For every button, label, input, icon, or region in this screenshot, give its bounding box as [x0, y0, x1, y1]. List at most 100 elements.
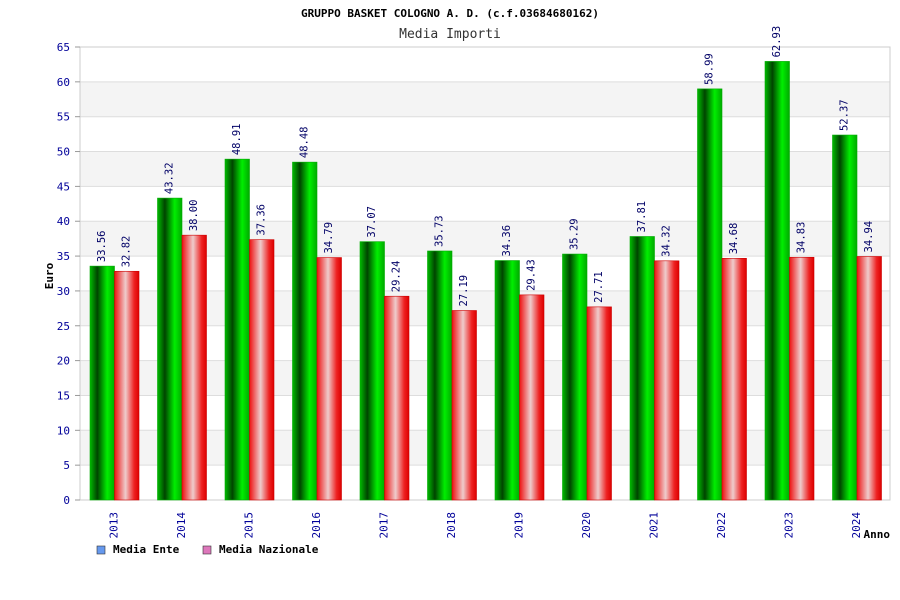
- value-label: 48.91: [231, 124, 243, 156]
- y-tick-label: 50: [57, 146, 70, 159]
- bar-media-nazionale-2022: [721, 258, 747, 501]
- legend-label-media-ente: Media Ente: [113, 543, 180, 556]
- value-label: 33.56: [96, 231, 108, 263]
- grid-band: [80, 325, 890, 361]
- x-axis-ticks: 2013 2014 2015 2016 2017 2018 2019 2020 2021 2022…: [108, 512, 864, 539]
- value-label: 32.82: [121, 236, 133, 268]
- value-label: 58.99: [704, 53, 716, 85]
- y-tick-label: 25: [57, 320, 70, 333]
- x-tick-label: 2016: [310, 512, 323, 539]
- grid-band: [80, 186, 890, 222]
- grid-band: [80, 465, 890, 500]
- bar-media-ente-2023: [764, 61, 790, 501]
- grid-band: [80, 430, 890, 466]
- grid-band: [80, 81, 890, 117]
- bar-media-ente-2013: [89, 265, 115, 501]
- x-tick-label: 2019: [513, 512, 526, 539]
- bar-media-nazionale-2020: [586, 306, 612, 501]
- legend-swatch-media-nazionale: [202, 545, 212, 555]
- y-tick-label: 60: [57, 76, 70, 89]
- y-tick-label: 10: [57, 424, 70, 437]
- bar-media-ente-2024: [832, 134, 858, 501]
- y-tick-label: 45: [57, 180, 70, 193]
- x-tick-label: 2021: [648, 512, 661, 539]
- bars: [89, 61, 882, 501]
- bar-media-ente-2015: [224, 158, 250, 501]
- grid-band: [80, 116, 890, 152]
- value-label: 34.36: [501, 225, 513, 257]
- value-label: 48.48: [299, 127, 311, 159]
- bar-media-nazionale-2019: [519, 294, 545, 501]
- bar-media-ente-2016: [292, 161, 318, 501]
- value-labels: 33.56 32.82 43.32 38.00 48.91 37.36 48.48 34.79…: [96, 26, 875, 307]
- legend-swatch-media-ente: [96, 545, 106, 555]
- x-tick-label: 2022: [715, 512, 728, 539]
- value-label: 34.79: [323, 222, 335, 254]
- value-label: 35.29: [569, 218, 581, 250]
- bar-media-nazionale-2023: [789, 256, 815, 501]
- value-label: 52.37: [839, 99, 851, 131]
- grid-band: [80, 395, 890, 431]
- bar-media-ente-2019: [494, 260, 520, 501]
- x-tick-label: 2017: [378, 512, 391, 539]
- x-tick-label: 2020: [580, 512, 593, 539]
- chart-subtitle: Media Importi: [399, 27, 501, 42]
- y-tick-label: 5: [63, 459, 70, 472]
- bar-media-nazionale-2014: [181, 234, 207, 501]
- bar-media-nazionale-2017: [384, 295, 410, 501]
- legend: Media Ente Media Nazionale: [96, 543, 319, 556]
- bar-media-nazionale-2021: [654, 260, 680, 501]
- x-axis-label: Anno: [864, 528, 891, 541]
- y-axis-ticks: 0 5 10 15 20 25 30 35 40 45 50 55 60 65: [57, 41, 80, 507]
- plot-frame: [79, 46, 891, 501]
- value-label: 37.36: [256, 204, 268, 236]
- y-tick-label: 40: [57, 215, 70, 228]
- bar-media-ente-2017: [359, 241, 385, 501]
- bar-media-ente-2020: [562, 253, 588, 501]
- value-label: 29.43: [526, 259, 538, 291]
- value-label: 37.81: [636, 201, 648, 233]
- y-axis-label: Euro: [43, 262, 56, 289]
- value-label: 38.00: [188, 200, 200, 232]
- bar-media-nazionale-2013: [114, 270, 140, 501]
- bar-media-nazionale-2016: [316, 257, 342, 501]
- x-tick-label: 2023: [783, 512, 796, 539]
- grid-band: [80, 290, 890, 326]
- grid-band: [80, 47, 890, 82]
- value-label: 27.71: [593, 271, 605, 303]
- x-tick-label: 2015: [243, 512, 256, 539]
- value-label: 34.68: [728, 223, 740, 255]
- grid-band: [80, 360, 890, 396]
- grid-band: [80, 256, 890, 291]
- chart-title: GRUPPO BASKET COLOGNO A. D. (c.f.0368468…: [301, 7, 599, 20]
- value-label: 34.83: [796, 222, 808, 254]
- y-tick-label: 15: [57, 389, 70, 402]
- y-tick-label: 20: [57, 355, 70, 368]
- bar-media-nazionale-2024: [856, 256, 882, 501]
- grid-bands: [80, 47, 890, 500]
- bar-media-ente-2022: [697, 88, 723, 501]
- y-tick-label: 65: [57, 41, 70, 54]
- y-tick-label: 35: [57, 250, 70, 263]
- y-tick-label: 30: [57, 285, 70, 298]
- x-tick-label: 2014: [175, 512, 188, 539]
- value-label: 37.07: [366, 206, 378, 238]
- value-label: 29.24: [391, 261, 403, 293]
- bar-media-ente-2014: [157, 197, 183, 501]
- x-tick-label: 2018: [445, 512, 458, 539]
- bar-media-nazionale-2015: [249, 239, 275, 501]
- legend-label-media-nazionale: Media Nazionale: [219, 543, 319, 556]
- x-tick-label: 2024: [850, 512, 863, 539]
- value-label: 27.19: [458, 275, 470, 307]
- bar-media-ente-2021: [629, 236, 655, 501]
- x-tick-label: 2013: [108, 512, 121, 539]
- grid-band: [80, 151, 890, 187]
- y-tick-label: 55: [57, 111, 70, 124]
- value-label: 34.94: [863, 221, 875, 253]
- bar-media-nazionale-2018: [451, 310, 477, 501]
- grid-band: [80, 221, 890, 257]
- bar-media-ente-2018: [427, 250, 453, 501]
- value-label: 34.32: [661, 225, 673, 257]
- value-label: 43.32: [164, 162, 176, 194]
